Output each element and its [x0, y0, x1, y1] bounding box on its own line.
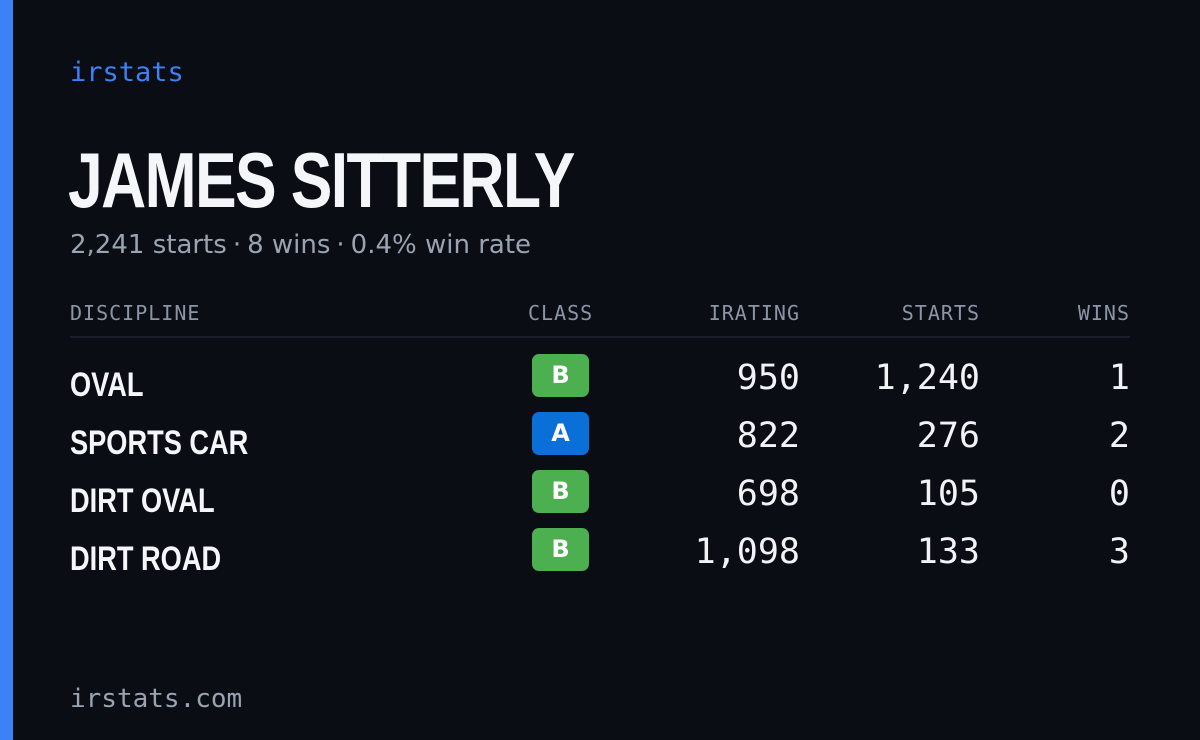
column-header-class: CLASS	[528, 301, 594, 325]
column-header-starts: STARTS	[901, 301, 980, 325]
irating-value: 950	[736, 358, 800, 398]
driver-name: JAMES SITTERLY	[68, 136, 575, 224]
discipline-name: DIRT OVAL	[70, 482, 215, 520]
irating-value: 698	[736, 474, 800, 514]
summary-wins: 8 wins	[247, 230, 331, 260]
wins-value: 0	[1108, 474, 1130, 514]
class-badge: B	[532, 470, 589, 513]
starts-value: 276	[916, 416, 980, 456]
summary-win-rate: 0.4% win rate	[350, 230, 532, 260]
starts-value: 105	[916, 474, 980, 514]
accent-bar	[0, 0, 13, 740]
footer-domain: irstats.com	[70, 684, 243, 714]
starts-value: 1,240	[874, 358, 980, 398]
irating-value: 1,098	[694, 532, 800, 572]
header-divider	[70, 336, 1130, 338]
table-row: OVAL B 950 1,240 1	[0, 354, 1200, 412]
discipline-name: OVAL	[70, 366, 144, 404]
irating-value: 822	[736, 416, 800, 456]
class-badge: A	[532, 412, 589, 455]
class-badge: B	[532, 528, 589, 571]
column-header-wins: WINS	[1077, 301, 1130, 325]
discipline-name: SPORTS CAR	[70, 424, 249, 462]
wins-value: 3	[1108, 532, 1130, 572]
summary-starts: 2,241 starts	[70, 230, 227, 260]
wins-value: 2	[1108, 416, 1130, 456]
starts-value: 133	[916, 532, 980, 572]
discipline-name: DIRT ROAD	[70, 540, 222, 578]
summary-separator: ·	[232, 230, 242, 260]
table-row: DIRT ROAD B 1,098 133 3	[0, 528, 1200, 586]
summary-separator: ·	[336, 230, 345, 260]
column-header-discipline: DISCIPLINE	[70, 301, 201, 325]
driver-summary: 2,241 starts · 8 wins · 0.4% win rate	[70, 228, 531, 262]
wins-value: 1	[1108, 358, 1130, 398]
table-row: SPORTS CAR A 822 276 2	[0, 412, 1200, 470]
column-header-irating: IRATING	[708, 301, 800, 325]
table-row: DIRT OVAL B 698 105 0	[0, 470, 1200, 528]
brand-logo-text: irstats	[70, 57, 184, 88]
class-badge: B	[532, 354, 589, 397]
